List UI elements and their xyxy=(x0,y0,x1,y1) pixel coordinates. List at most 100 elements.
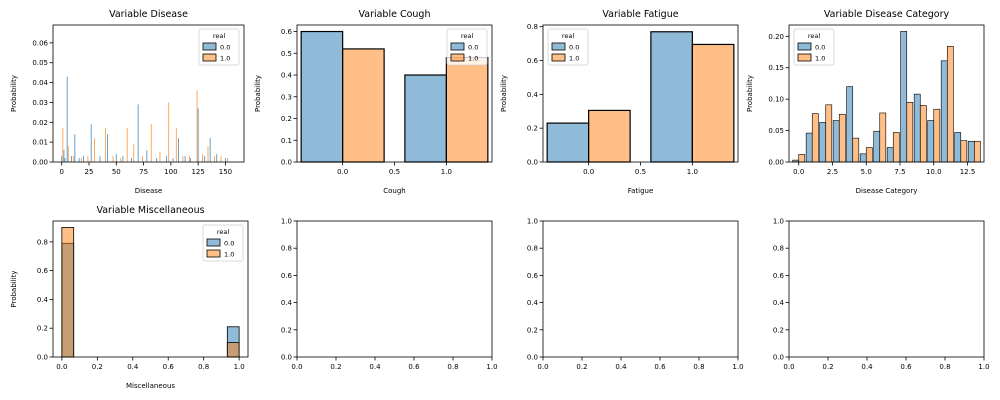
bar xyxy=(691,43,735,163)
chart-title: Variable Disease Category xyxy=(824,9,950,20)
y-tick-label: 0.0 xyxy=(281,354,292,362)
y-tick-label: 0.4 xyxy=(527,91,539,99)
legend-entry: 0.0 xyxy=(220,44,230,52)
legend: real 0.0 1.0 xyxy=(446,28,488,66)
x-tick-label: 0.8 xyxy=(693,363,704,371)
x-ticks: 0.0 0.2 0.4 0.6 0.8 1.0 xyxy=(56,357,245,371)
x-tick-label: 0.6 xyxy=(654,363,666,371)
y-axis-label: Probability xyxy=(746,75,754,112)
y-tick-label: 0.8 xyxy=(281,245,292,253)
chart-title: Variable Fatigue xyxy=(602,9,678,20)
bar xyxy=(873,130,881,163)
y-axis-label: Probability xyxy=(10,75,18,112)
legend-entry: 1.0 xyxy=(815,55,825,63)
bar xyxy=(650,31,693,163)
bar xyxy=(224,158,226,162)
x-tick-label: 0.4 xyxy=(369,363,381,371)
legend-swatch xyxy=(797,53,812,62)
bar xyxy=(112,156,114,162)
bar xyxy=(546,122,590,163)
bar xyxy=(342,48,385,163)
bar xyxy=(133,144,135,162)
bar xyxy=(927,120,935,163)
bar xyxy=(182,156,184,162)
bar xyxy=(879,112,887,163)
bar xyxy=(137,104,139,162)
bar xyxy=(122,156,124,162)
x-tick-label: 1.0 xyxy=(732,363,743,371)
legend-swatch xyxy=(206,238,221,247)
subplot-empty-2: 0.0 0.2 0.4 0.6 0.8 1.0 0.0 0.2 0.4 0.6 0.8 1.0 xyxy=(527,218,744,372)
x-tick-label: 0.8 xyxy=(447,363,458,371)
legend-swatch xyxy=(551,42,566,51)
axes-frame xyxy=(52,24,245,163)
bar xyxy=(859,153,867,163)
bar xyxy=(404,74,447,163)
y-tick-label: 0.6 xyxy=(281,272,293,280)
x-axis-label: Miscellaneous xyxy=(126,382,175,390)
y-ticks: 0.0 0.1 0.2 0.3 0.4 0.5 0.6 xyxy=(281,28,297,167)
y-ticks: 0.00 0.05 0.10 0.15 0.20 xyxy=(768,33,789,167)
bar xyxy=(74,134,76,162)
x-tick-label: 5.0 xyxy=(861,168,872,176)
bar xyxy=(209,138,211,162)
y-tick-label: 0.01 xyxy=(32,139,48,147)
y-tick-label: 0.2 xyxy=(527,125,538,133)
x-tick-label: 0 xyxy=(59,168,63,176)
x-ticks: 0.0 0.2 0.4 0.6 0.8 1.0 xyxy=(537,357,744,371)
bar xyxy=(172,158,174,162)
bar xyxy=(63,150,65,162)
bar xyxy=(967,140,975,163)
x-tick-label: 0.4 xyxy=(615,363,627,371)
subplot-fatigue: 0.0 0.5 1.0 0.0 0.2 0.4 0.6 0.8 Variable Fatigue… xyxy=(500,9,739,195)
bars xyxy=(546,31,735,163)
x-tick-label: 0.4 xyxy=(127,363,139,371)
subplot-empty-1: 0.0 0.2 0.4 0.6 0.8 1.0 0.0 0.2 0.4 0.6 0.8 1.0 xyxy=(281,218,498,372)
y-ticks: 0.0 0.2 0.4 0.6 0.8 1.0 xyxy=(281,218,297,362)
x-axis-label: Disease xyxy=(135,187,163,195)
bar xyxy=(62,128,64,162)
y-tick-label: 0.2 xyxy=(281,115,292,123)
bar xyxy=(190,158,191,162)
x-ticks: 0.0 2.5 5.0 7.5 10.0 12.5 xyxy=(793,162,975,176)
x-tick-label: 0.0 xyxy=(583,168,594,176)
legend-title: real xyxy=(808,32,821,40)
bar xyxy=(175,128,177,162)
y-ticks: 0.0 0.2 0.4 0.6 0.8 1.0 xyxy=(773,218,789,362)
bar xyxy=(166,156,167,162)
bar xyxy=(142,156,143,162)
bar xyxy=(940,60,948,163)
y-ticks: 0.0 0.2 0.4 0.6 0.8 xyxy=(37,238,53,362)
legend-entry: 0.0 xyxy=(569,44,579,52)
y-tick-label: 0.10 xyxy=(768,96,784,104)
bar xyxy=(919,105,927,163)
x-tick-label: 1.0 xyxy=(687,168,698,176)
x-axis-label: Cough xyxy=(383,187,406,195)
bar xyxy=(104,128,106,162)
y-tick-label: 0.00 xyxy=(768,159,784,167)
bar xyxy=(61,156,63,162)
x-tick-label: 0.0 xyxy=(291,363,302,371)
bar xyxy=(78,158,80,162)
bar xyxy=(798,154,806,163)
x-tick-label: 0.6 xyxy=(163,363,175,371)
legend-entry: 1.0 xyxy=(468,55,478,63)
bar xyxy=(71,156,73,162)
bar xyxy=(159,152,161,162)
x-tick-label: 0.5 xyxy=(635,168,646,176)
legend-swatch xyxy=(206,249,221,258)
bar xyxy=(846,86,854,163)
bar xyxy=(805,132,813,163)
legend-swatch xyxy=(797,42,812,51)
y-tick-label: 0.2 xyxy=(527,326,538,334)
x-ticks: 0.0 0.5 1.0 xyxy=(583,162,698,176)
subplot-miscellaneous: 0.0 0.2 0.4 0.6 0.8 1.0 0.0 0.2 0.4 0.6 0.8 Variabl… xyxy=(10,205,249,390)
bar xyxy=(865,147,873,163)
bar xyxy=(73,156,75,162)
bar xyxy=(94,138,95,162)
bar xyxy=(146,150,148,162)
y-tick-label: 0.06 xyxy=(32,39,48,47)
y-tick-label: 0.0 xyxy=(527,354,538,362)
bar xyxy=(825,104,833,163)
x-axis-label: Fatigue xyxy=(628,187,654,195)
